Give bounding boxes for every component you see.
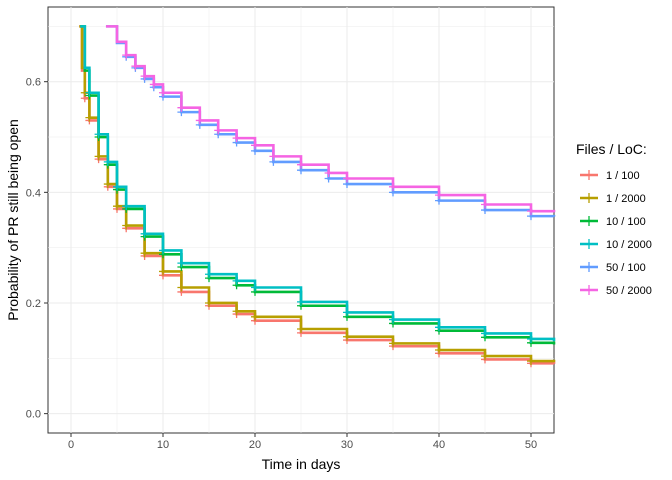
series-layer	[79, 25, 556, 368]
legend-item: 1 / 2000	[580, 193, 646, 205]
censor-mark	[103, 180, 112, 189]
series-50-2000	[105, 25, 556, 216]
legend: 1 / 100 1 / 2000 10 / 100 10 / 2000 50 / 100…	[580, 170, 652, 297]
legend-label: 10 / 2000	[606, 239, 652, 251]
series-1-2000	[79, 25, 556, 366]
censor-mark	[214, 126, 223, 135]
censor-mark	[297, 160, 305, 169]
censor-mark	[527, 207, 535, 216]
censor-mark	[177, 103, 186, 112]
censor-mark	[297, 297, 305, 306]
censor-mark	[159, 88, 167, 97]
censor-mark	[269, 152, 278, 161]
censor-mark	[195, 116, 204, 125]
grid-lines	[48, 7, 554, 433]
y-tick-label: 0.2	[26, 298, 41, 310]
censor-mark	[205, 298, 213, 307]
legend-item: 50 / 2000	[580, 285, 652, 297]
censor-mark	[94, 130, 103, 139]
censor-mark	[122, 202, 131, 211]
censor-mark	[481, 352, 489, 361]
x-tick-label: 40	[433, 439, 445, 451]
censor-mark	[527, 334, 535, 343]
censor-mark	[159, 267, 167, 276]
legend-label: 50 / 100	[606, 262, 646, 274]
censor-mark	[140, 72, 149, 81]
censor-mark	[324, 168, 333, 177]
censor-mark	[140, 249, 149, 258]
censor-mark	[297, 324, 305, 333]
x-tick-label: 10	[157, 439, 169, 451]
censor-mark	[177, 283, 186, 292]
censor-mark	[85, 88, 94, 97]
censor-mark	[435, 323, 443, 332]
censor-mark	[343, 308, 351, 317]
legend-item: 1 / 100	[580, 170, 640, 182]
legend-label: 1 / 100	[606, 170, 640, 182]
censor-mark	[251, 283, 259, 292]
y-tick-label: 0.0	[26, 409, 41, 421]
censor-mark	[113, 202, 121, 211]
censor-mark	[435, 191, 443, 200]
legend-title: Files / LoC:	[576, 141, 647, 157]
censor-mark	[205, 270, 213, 279]
censor-mark	[140, 229, 149, 238]
legend-label: 1 / 2000	[606, 193, 646, 205]
censor-mark	[232, 307, 241, 316]
censor-mark	[251, 141, 259, 150]
censor-mark	[343, 332, 351, 341]
censor-mark	[343, 174, 351, 183]
censor-mark	[389, 339, 397, 348]
censor-mark	[85, 113, 94, 122]
censor-mark	[481, 200, 489, 209]
censor-mark	[103, 157, 112, 166]
legend-label: 50 / 2000	[606, 285, 652, 297]
censor-mark	[389, 315, 397, 324]
censor-mark	[389, 182, 397, 191]
censor-mark	[131, 62, 140, 71]
legend-item: 10 / 100	[580, 216, 646, 228]
censor-mark	[251, 312, 259, 321]
censor-mark	[113, 182, 121, 191]
x-tick-label: 50	[525, 439, 537, 451]
legend-item: 10 / 2000	[580, 239, 652, 251]
censor-mark	[122, 221, 131, 230]
x-tick-label: 0	[68, 439, 74, 451]
censor-mark	[527, 357, 535, 366]
legend-label: 10 / 100	[606, 216, 646, 228]
y-tick-label: 0.4	[26, 187, 41, 199]
y-tick-label: 0.6	[26, 77, 41, 89]
legend-item: 50 / 100	[580, 262, 646, 274]
censor-mark	[149, 80, 158, 89]
censor-mark	[232, 276, 241, 285]
censor-mark	[159, 246, 167, 255]
censor-mark	[435, 346, 443, 355]
censor-mark	[122, 51, 131, 60]
censor-mark	[177, 259, 186, 268]
y-axis-title: Probability of PR still being open	[5, 119, 21, 321]
x-tick-label: 30	[341, 439, 353, 451]
censor-mark	[94, 152, 103, 161]
x-axis-title: Time in days	[262, 456, 341, 472]
censor-mark	[232, 134, 241, 143]
x-tick-label: 20	[249, 439, 261, 451]
censor-mark	[481, 329, 489, 338]
series-10-2000	[80, 25, 556, 343]
axes: 0 10 20 30 40 50 0.0 0.2 0.4 0.6	[26, 77, 537, 451]
